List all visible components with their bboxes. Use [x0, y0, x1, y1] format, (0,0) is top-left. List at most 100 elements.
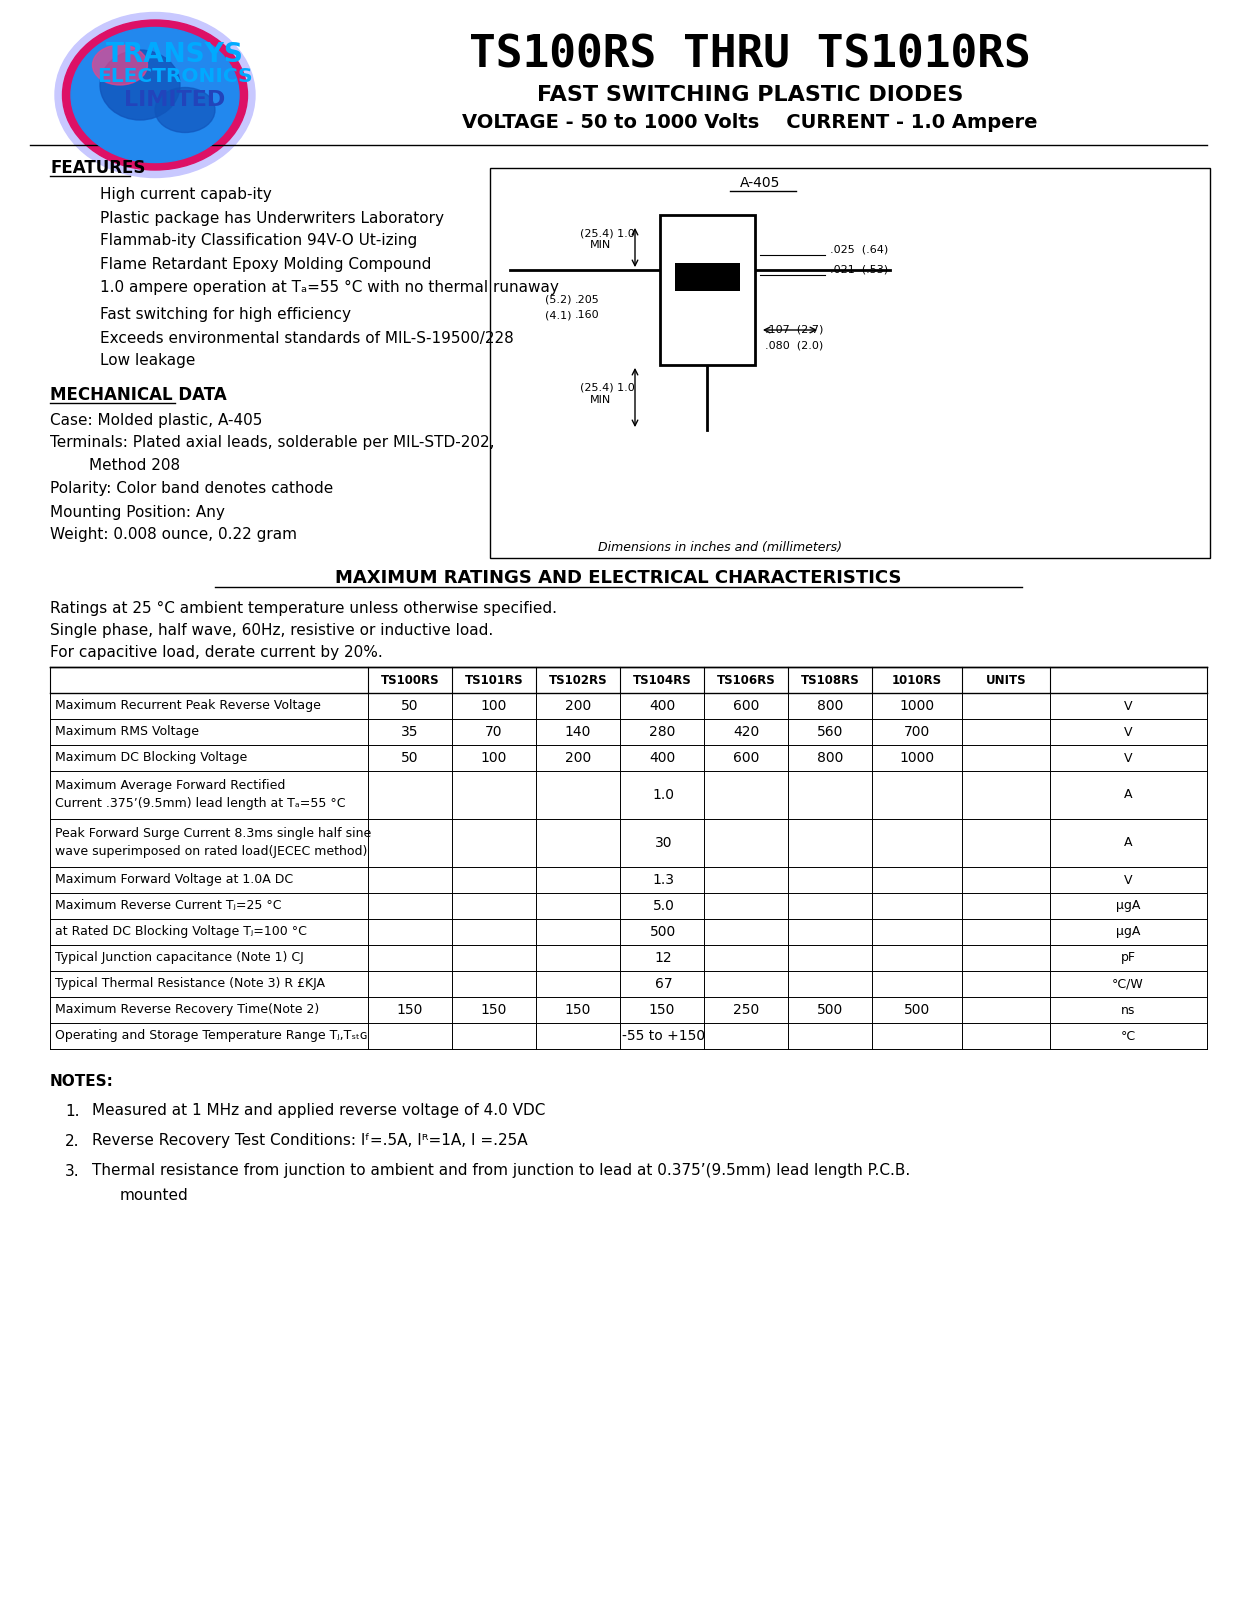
Text: °C: °C	[1121, 1029, 1136, 1043]
Text: .160: .160	[575, 310, 600, 320]
Text: UNITS: UNITS	[986, 674, 1027, 686]
Text: Typical Junction capacitance (Note 1) CJ: Typical Junction capacitance (Note 1) CJ	[54, 952, 304, 965]
Text: TS108RS: TS108RS	[800, 674, 860, 686]
Text: pF: pF	[1121, 952, 1136, 965]
Text: Case: Molded plastic, A-405: Case: Molded plastic, A-405	[49, 413, 262, 427]
Text: 280: 280	[649, 725, 675, 739]
Text: .205: .205	[575, 294, 600, 306]
Text: Maximum Reverse Recovery Time(Note 2): Maximum Reverse Recovery Time(Note 2)	[54, 1003, 319, 1016]
Text: at Rated DC Blocking Voltage Tⱼ=100 °C: at Rated DC Blocking Voltage Tⱼ=100 °C	[54, 925, 307, 939]
Text: ns: ns	[1121, 1003, 1136, 1016]
Text: V: V	[1123, 874, 1132, 886]
Text: 5.0: 5.0	[653, 899, 674, 914]
Text: Flame Retardant Epoxy Molding Compound: Flame Retardant Epoxy Molding Compound	[100, 256, 432, 272]
Text: Measured at 1 MHz and applied reverse voltage of 4.0 VDC: Measured at 1 MHz and applied reverse vo…	[92, 1104, 546, 1118]
Text: MIN: MIN	[590, 395, 611, 405]
Text: V: V	[1123, 725, 1132, 739]
Text: 50: 50	[401, 699, 419, 714]
Text: Method 208: Method 208	[49, 459, 181, 474]
Text: 1000: 1000	[899, 699, 935, 714]
Text: 500: 500	[651, 925, 677, 939]
Text: (5.2): (5.2)	[546, 294, 571, 306]
Text: 50: 50	[401, 750, 419, 765]
Text: Mounting Position: Any: Mounting Position: Any	[49, 504, 225, 520]
Text: 1000: 1000	[899, 750, 935, 765]
Text: ELECTRONICS: ELECTRONICS	[98, 67, 252, 86]
Text: 800: 800	[816, 699, 844, 714]
Text: Flammab­ity Classification 94V-O Ut­izing: Flammab­ity Classification 94V-O Ut­izin…	[100, 234, 417, 248]
Text: Ratings at 25 °C ambient temperature unless otherwise specified.: Ratings at 25 °C ambient temperature unl…	[49, 600, 557, 616]
Text: 70: 70	[485, 725, 502, 739]
Text: Reverse Recovery Test Conditions: Iᶠ=.5A, Iᴿ=1A, I =.25A: Reverse Recovery Test Conditions: Iᶠ=.5A…	[92, 1133, 528, 1149]
Text: mounted: mounted	[120, 1187, 189, 1203]
Ellipse shape	[63, 19, 247, 170]
Text: °C/W: °C/W	[1112, 978, 1144, 990]
Text: (25.4) 1.0: (25.4) 1.0	[580, 227, 635, 238]
Text: .080  (2.0): .080 (2.0)	[764, 341, 824, 350]
Text: Thermal resistance from junction to ambient and from junction to lead at 0.375’(: Thermal resistance from junction to ambi…	[92, 1163, 910, 1179]
Text: Dimensions in inches and (millimeters): Dimensions in inches and (millimeters)	[597, 541, 842, 555]
Ellipse shape	[54, 13, 255, 178]
Ellipse shape	[93, 45, 147, 85]
Text: For capacitive load, derate current by 20%.: For capacitive load, derate current by 2…	[49, 645, 382, 659]
Text: TS100RS: TS100RS	[381, 674, 439, 686]
Text: MIN: MIN	[590, 240, 611, 250]
Bar	[675, 262, 740, 291]
Text: 800: 800	[816, 750, 844, 765]
Text: Low leakage: Low leakage	[100, 354, 195, 368]
Text: Maximum RMS Voltage: Maximum RMS Voltage	[54, 725, 199, 739]
Text: 200: 200	[565, 750, 591, 765]
Text: 400: 400	[649, 699, 675, 714]
Text: 1010RS: 1010RS	[892, 674, 943, 686]
Text: wave superimposed on rated load(JECEC method): wave superimposed on rated load(JECEC me…	[54, 845, 367, 859]
Text: 150: 150	[649, 1003, 675, 1018]
Text: 1.3: 1.3	[652, 874, 674, 886]
Text: 560: 560	[816, 725, 844, 739]
Text: 200: 200	[565, 699, 591, 714]
Text: Weight: 0.008 ounce, 0.22 gram: Weight: 0.008 ounce, 0.22 gram	[49, 528, 297, 542]
Text: TS100RS THRU TS1010RS: TS100RS THRU TS1010RS	[469, 34, 1030, 77]
Text: TS101RS: TS101RS	[465, 674, 523, 686]
Text: V: V	[1123, 699, 1132, 712]
Text: Polarity: Color band denotes cathode: Polarity: Color band denotes cathode	[49, 482, 333, 496]
Text: TRANSYS: TRANSYS	[106, 42, 244, 67]
Text: A: A	[1123, 789, 1132, 802]
Text: TS104RS: TS104RS	[632, 674, 691, 686]
Text: FEATURES: FEATURES	[49, 158, 146, 178]
Text: 2.: 2.	[66, 1133, 79, 1149]
Text: Operating and Storage Temperature Range Tⱼ,Tₛₜɢ: Operating and Storage Temperature Range …	[54, 1029, 367, 1043]
Text: (4.1): (4.1)	[546, 310, 571, 320]
Text: Peak Forward Surge Current 8.3ms single half sine: Peak Forward Surge Current 8.3ms single …	[54, 827, 371, 840]
Text: 500: 500	[816, 1003, 844, 1018]
Bar	[490, 168, 1210, 558]
Text: 700: 700	[904, 725, 930, 739]
Text: -55 to +150: -55 to +150	[622, 1029, 705, 1043]
Text: 1.: 1.	[66, 1104, 79, 1118]
Text: .021  (.53): .021 (.53)	[830, 266, 888, 275]
Text: 420: 420	[732, 725, 760, 739]
Text: MAXIMUM RATINGS AND ELECTRICAL CHARACTERISTICS: MAXIMUM RATINGS AND ELECTRICAL CHARACTER…	[335, 570, 902, 587]
Text: 100: 100	[481, 750, 507, 765]
Text: Exceeds environmental standards of MIL-S-19500/228: Exceeds environmental standards of MIL-S…	[100, 331, 513, 346]
Text: .107  (2.7): .107 (2.7)	[764, 325, 824, 334]
Text: 3.: 3.	[66, 1163, 79, 1179]
Text: 150: 150	[397, 1003, 423, 1018]
Text: 12: 12	[654, 950, 673, 965]
Text: Plastic package has Underwriters Laboratory: Plastic package has Underwriters Laborat…	[100, 211, 444, 226]
Text: NOTES:: NOTES:	[49, 1074, 114, 1088]
Text: 35: 35	[401, 725, 419, 739]
Text: 250: 250	[732, 1003, 760, 1018]
Text: Typical Thermal Resistance (Note 3) R £KJA: Typical Thermal Resistance (Note 3) R £K…	[54, 978, 325, 990]
Text: VOLTAGE - 50 to 1000 Volts    CURRENT - 1.0 Ampere: VOLTAGE - 50 to 1000 Volts CURRENT - 1.0…	[463, 112, 1038, 131]
Text: Terminals: Plated axial leads, solderable per MIL-STD-202,: Terminals: Plated axial leads, solderabl…	[49, 435, 495, 451]
Text: Maximum Recurrent Peak Reverse Voltage: Maximum Recurrent Peak Reverse Voltage	[54, 699, 320, 712]
Ellipse shape	[100, 50, 181, 120]
Text: 100: 100	[481, 699, 507, 714]
Text: 600: 600	[732, 699, 760, 714]
Text: High current capab­ity: High current capab­ity	[100, 187, 272, 203]
Bar	[661, 214, 755, 365]
Text: 150: 150	[481, 1003, 507, 1018]
Text: TS102RS: TS102RS	[549, 674, 607, 686]
Text: A-405: A-405	[740, 176, 781, 190]
Text: Maximum DC Blocking Voltage: Maximum DC Blocking Voltage	[54, 752, 247, 765]
